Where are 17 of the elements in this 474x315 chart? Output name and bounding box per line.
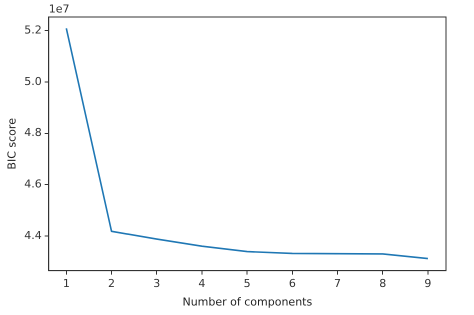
x-tick-label: 5 xyxy=(244,277,251,290)
x-axis-title: Number of components xyxy=(182,295,312,308)
y-tick-label: 5.0 xyxy=(24,74,42,88)
y-tick-label: 5.2 xyxy=(24,23,42,36)
y-axis-title: BIC score xyxy=(5,118,18,170)
y-tick-label: 4.6 xyxy=(24,177,42,190)
x-tick-label: 3 xyxy=(153,277,160,290)
x-tick-label: 6 xyxy=(288,277,296,290)
x-tick-label: 9 xyxy=(424,277,432,290)
y-tick-label: 4.8 xyxy=(24,126,42,140)
x-tick-label: 4 xyxy=(198,277,206,290)
x-tick-label: 8 xyxy=(379,277,386,290)
text: 1e7 xyxy=(48,2,70,16)
x-tick-label: 2 xyxy=(108,277,116,290)
y-tick-label: 4.4 xyxy=(24,228,42,242)
x-tick-label: 7 xyxy=(334,277,342,290)
x-tick-label: 1 xyxy=(62,277,70,290)
